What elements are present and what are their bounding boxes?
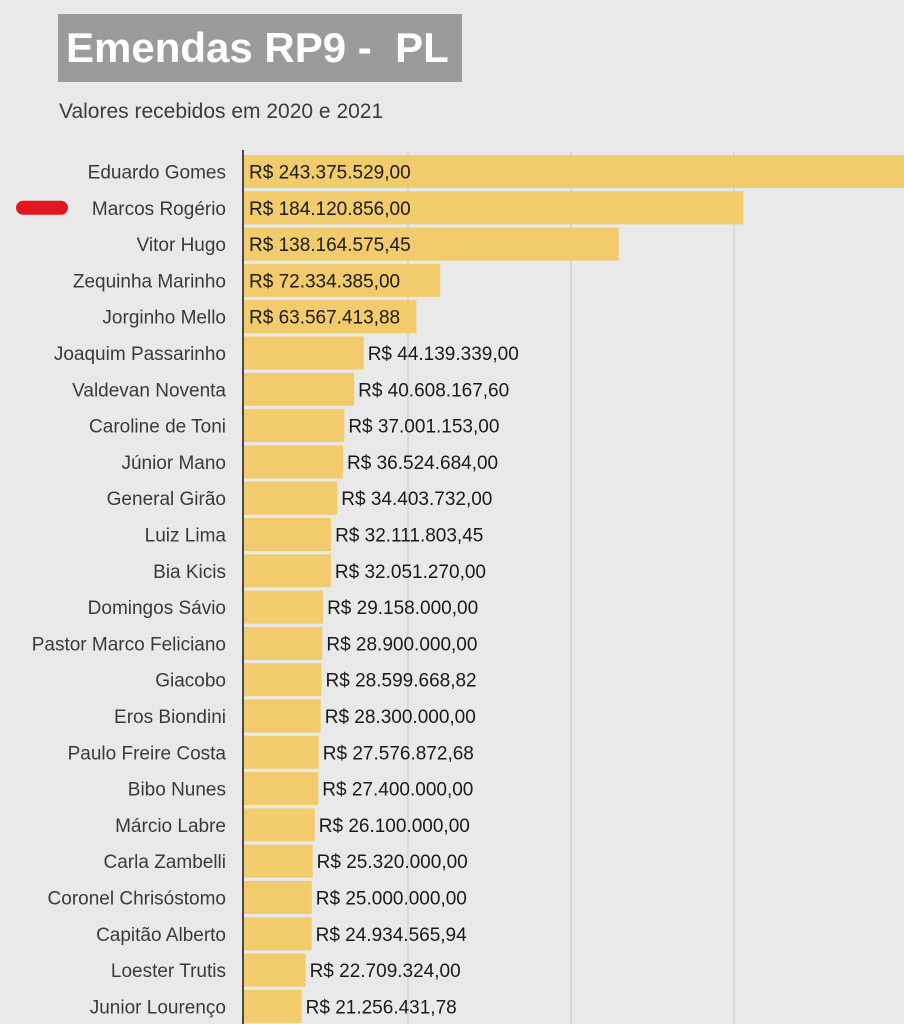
category-label: Luiz Lima — [145, 526, 227, 547]
bar — [244, 300, 417, 334]
value-label: R$ 72.334.385,00 — [249, 271, 400, 292]
category-label: Júnior Mano — [121, 453, 226, 474]
chart-title-box: Emendas RP9 - PL — [58, 14, 462, 82]
bar — [244, 917, 312, 951]
value-label: R$ 44.139.339,00 — [368, 344, 519, 365]
value-label: R$ 22.709.324,00 — [310, 961, 461, 982]
value-label: R$ 184.120.856,00 — [249, 199, 411, 220]
category-label: Junior Lourenço — [90, 997, 226, 1018]
value-label: R$ 32.111.803,45 — [335, 526, 483, 547]
bar — [244, 191, 744, 225]
category-label: Vitor Hugo — [137, 235, 226, 256]
value-label: R$ 21.256.431,78 — [306, 997, 457, 1018]
bar — [244, 699, 321, 733]
bar — [244, 881, 312, 914]
category-label: Zequinha Marinho — [73, 271, 226, 292]
category-label: Eduardo Gomes — [88, 163, 226, 184]
category-label: Paulo Freire Costa — [68, 743, 227, 764]
category-label: Domingos Sávio — [88, 598, 226, 619]
category-label: Valdevan Noventa — [72, 380, 226, 401]
highlight-marker — [16, 200, 68, 215]
bar — [244, 155, 904, 188]
bar — [244, 409, 345, 443]
value-label: R$ 243.375.529,00 — [249, 163, 411, 184]
value-label: R$ 37.001.153,00 — [348, 417, 499, 438]
category-label: Eros Biondini — [114, 707, 226, 728]
bar — [244, 518, 332, 551]
value-label: R$ 25.320.000,00 — [317, 852, 468, 873]
bar — [244, 590, 324, 624]
value-label: R$ 25.000.000,00 — [316, 889, 467, 910]
bar — [244, 554, 331, 588]
category-label: Coronel Chrisóstomo — [48, 889, 226, 910]
bar — [244, 445, 344, 479]
category-label: Caroline de Toni — [89, 417, 226, 438]
bar — [244, 663, 322, 697]
category-label: Bibo Nunes — [128, 780, 226, 801]
bar — [244, 372, 355, 406]
value-label: R$ 27.576.872,68 — [323, 743, 474, 764]
value-label: R$ 26.100.000,00 — [319, 816, 470, 837]
bar — [244, 808, 315, 842]
category-label: Pastor Marco Feliciano — [32, 634, 226, 655]
category-label: Jorginho Mello — [102, 308, 226, 329]
chart-title: Emendas RP9 - PL — [66, 24, 449, 71]
bar — [244, 336, 364, 370]
category-label: Giacobo — [155, 671, 226, 692]
bar — [244, 735, 319, 769]
value-label: R$ 29.158.000,00 — [327, 598, 478, 619]
value-label: R$ 28.300.000,00 — [325, 707, 476, 728]
category-label: Loester Trutis — [111, 961, 226, 982]
value-label: R$ 27.400.000,00 — [322, 780, 473, 801]
value-label: R$ 28.599.668,82 — [326, 671, 477, 692]
value-label: R$ 40.608.167,60 — [358, 380, 509, 401]
value-label: R$ 32.051.270,00 — [335, 562, 486, 583]
category-label: Capitão Alberto — [96, 925, 226, 946]
value-label: R$ 34.403.732,00 — [341, 489, 492, 510]
category-label: Carla Zambelli — [104, 852, 226, 873]
value-label: R$ 36.524.684,00 — [347, 453, 498, 474]
value-label: R$ 24.934.565,94 — [316, 925, 468, 946]
category-label: Marcos Rogério — [92, 199, 226, 220]
bar — [244, 953, 306, 987]
category-label: Márcio Labre — [115, 816, 226, 837]
bar — [244, 481, 338, 515]
bar — [244, 263, 441, 297]
category-label: Bia Kicis — [153, 562, 226, 583]
chart-subtitle: Valores recebidos em 2020 e 2021 — [59, 100, 384, 123]
value-label: R$ 28.900.000,00 — [326, 634, 477, 655]
bar — [244, 626, 323, 660]
bar — [244, 989, 302, 1023]
bar — [244, 844, 313, 878]
category-label: Joaquim Passarinho — [54, 344, 226, 365]
value-label: R$ 138.164.575,45 — [249, 235, 411, 256]
bar — [244, 227, 619, 261]
bar — [244, 772, 319, 806]
value-label: R$ 63.567.413,88 — [249, 308, 400, 329]
category-label: General Girão — [107, 489, 226, 510]
